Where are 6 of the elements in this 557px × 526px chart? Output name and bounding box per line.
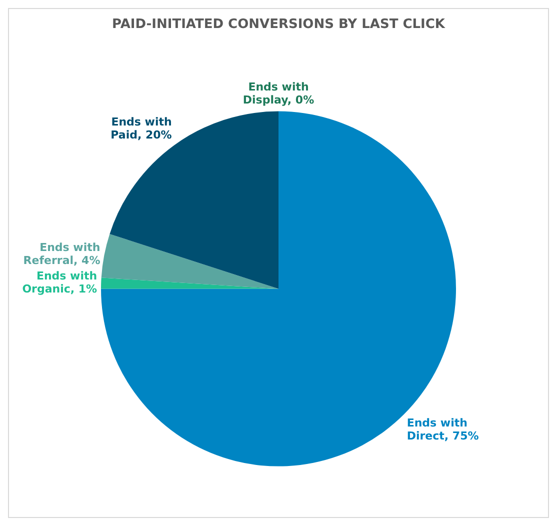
slice-label: Ends with Paid, 20%	[110, 115, 172, 142]
slice-label: Ends with Referral, 4%	[23, 241, 100, 268]
category-label: Ends with Display, 0%	[242, 80, 314, 107]
slice-label: Ends with Organic, 1%	[22, 269, 98, 296]
chart-title: PAID-INITIATED CONVERSIONS BY LAST CLICK	[112, 17, 446, 32]
slice-label: Ends with Direct, 75%	[406, 416, 479, 442]
